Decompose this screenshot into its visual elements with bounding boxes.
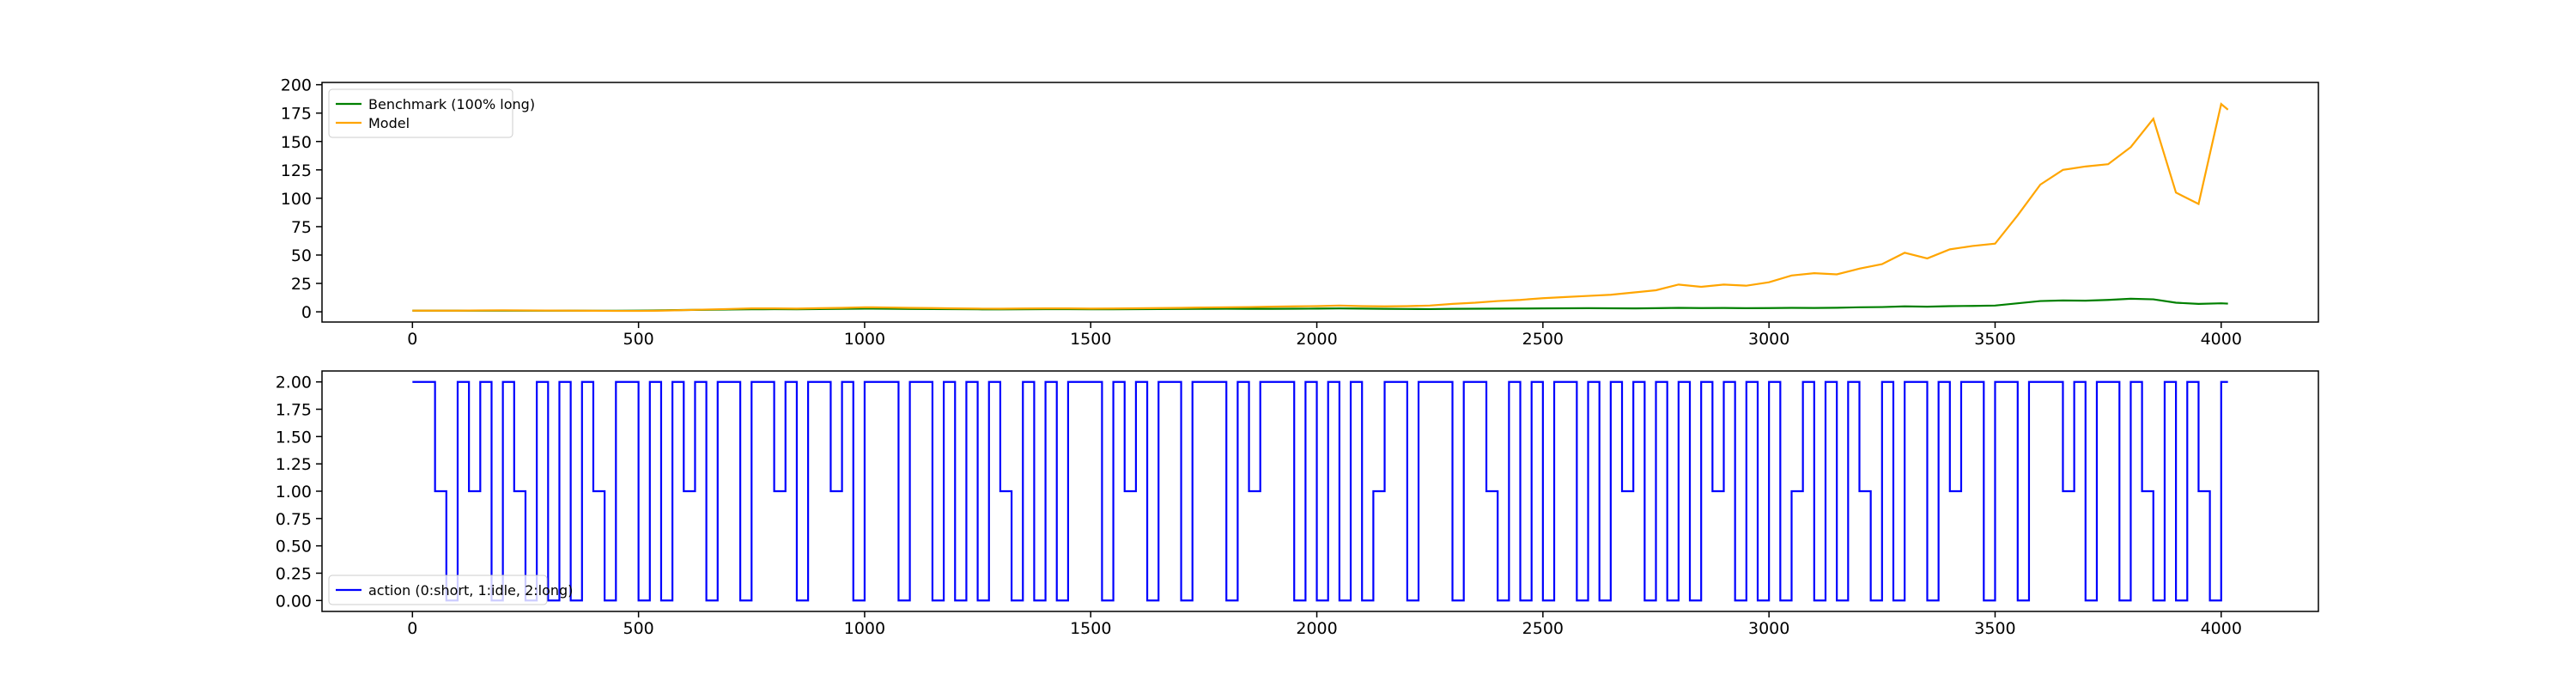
x-tick-label: 2000 xyxy=(1296,619,1337,638)
x-tick-label: 4000 xyxy=(2201,619,2242,638)
x-tick-label: 3000 xyxy=(1748,619,1789,638)
series-line xyxy=(412,297,2228,313)
y-tick-label: 125 xyxy=(281,161,312,180)
series-line xyxy=(412,380,2228,602)
x-tick-label: 3500 xyxy=(1974,619,2015,638)
y-tick-label: 1.25 xyxy=(276,455,312,474)
x-tick-label: 0 xyxy=(407,619,417,638)
y-tick-label: 25 xyxy=(291,275,312,294)
series-line xyxy=(412,102,2229,313)
y-tick-label: 0.50 xyxy=(276,538,312,556)
legend-label: Benchmark (100% long) xyxy=(368,96,535,112)
x-tick-label: 1500 xyxy=(1070,619,1111,638)
y-tick-label: 0.75 xyxy=(276,510,312,529)
x-tick-label: 2500 xyxy=(1522,330,1564,349)
x-tick-label: 1500 xyxy=(1070,330,1111,349)
axes-frame xyxy=(321,370,2319,612)
x-tick-label: 2500 xyxy=(1522,619,1564,638)
x-tick-label: 4000 xyxy=(2201,330,2242,349)
x-tick-label: 2000 xyxy=(1296,330,1337,349)
y-tick-label: 150 xyxy=(281,133,312,152)
x-tick-label: 0 xyxy=(407,330,417,349)
y-tick-label: 1.00 xyxy=(276,483,312,502)
x-tick-label: 500 xyxy=(623,330,653,349)
y-tick-label: 200 xyxy=(281,76,312,95)
legend-label: Model xyxy=(368,115,410,131)
legend-label: action (0:short, 1:idle, 2:long) xyxy=(368,582,573,599)
y-tick-label: 75 xyxy=(291,218,312,237)
y-tick-label: 175 xyxy=(281,105,312,124)
y-tick-label: 1.75 xyxy=(276,401,312,420)
x-tick-label: 1000 xyxy=(844,619,885,638)
x-tick-label: 500 xyxy=(623,619,653,638)
axes-frame xyxy=(321,82,2319,323)
x-tick-label: 3500 xyxy=(1974,330,2015,349)
legend: action (0:short, 1:idle, 2:long) xyxy=(328,575,573,605)
legend-frame xyxy=(328,88,513,138)
y-tick-label: 0.25 xyxy=(276,564,312,583)
y-tick-label: 1.50 xyxy=(276,428,312,447)
x-tick-label: 3000 xyxy=(1748,330,1789,349)
axes: 0 500 1000 1500 2000 2500 3000 3500 4000 0 25 50 75 1… xyxy=(281,76,2319,349)
y-tick-label: 0 xyxy=(301,303,312,322)
y-tick-label: 0.00 xyxy=(276,592,312,611)
legend-frame xyxy=(328,575,548,605)
y-tick-label: 100 xyxy=(281,190,312,209)
axes: 0 500 1000 1500 2000 2500 3000 3500 4000 0.00 0.25… xyxy=(276,370,2319,638)
y-tick-label: 50 xyxy=(291,246,312,265)
y-tick-label: 2.00 xyxy=(276,374,312,392)
x-tick-label: 1000 xyxy=(844,330,885,349)
legend: Benchmark (100% long) Model xyxy=(328,88,535,138)
